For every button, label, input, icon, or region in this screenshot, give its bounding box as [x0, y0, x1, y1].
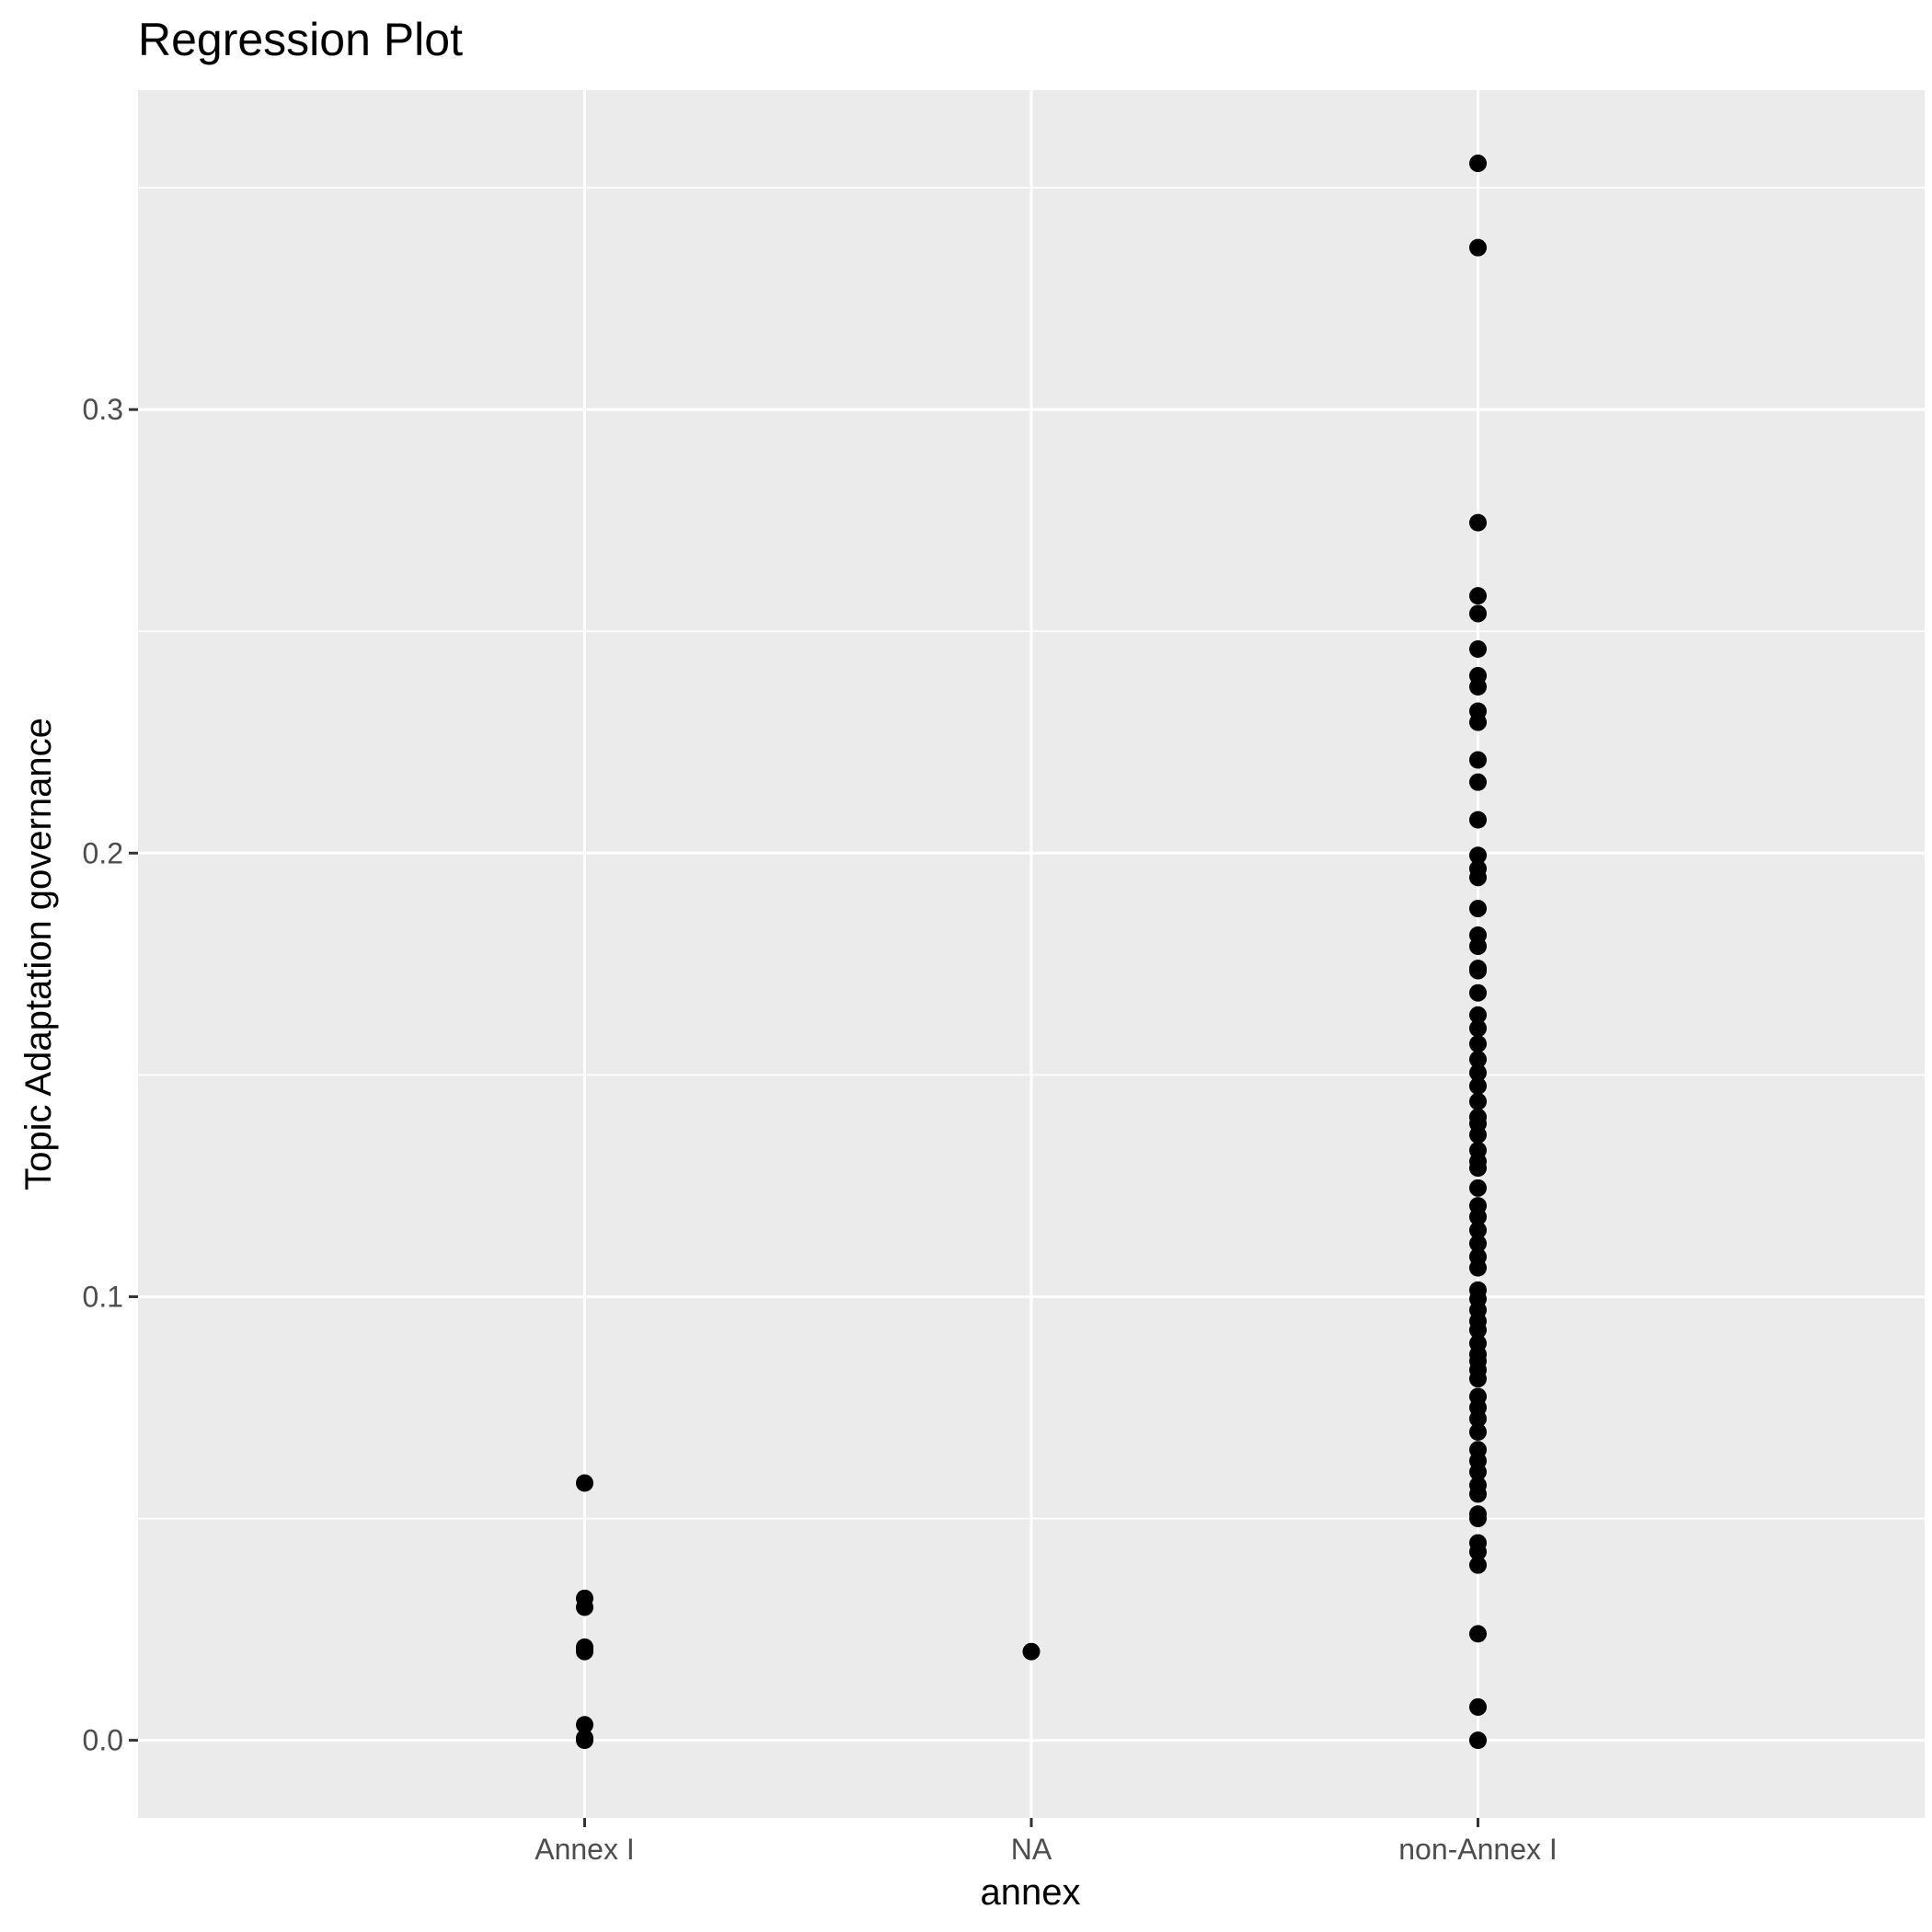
data-point [1469, 751, 1487, 769]
data-point [1469, 846, 1487, 865]
data-point [1469, 1485, 1487, 1503]
data-point [1469, 155, 1487, 173]
data-point [1469, 1510, 1487, 1528]
data-point [576, 1642, 593, 1661]
data-point [1469, 1208, 1487, 1226]
data-point [1469, 1235, 1487, 1253]
data-point [1469, 678, 1487, 696]
data-point [1469, 961, 1487, 980]
y-tick-label: 0.2 [83, 836, 123, 869]
data-point [1469, 1556, 1487, 1574]
data-point [1469, 1159, 1487, 1178]
data-point [1469, 1625, 1487, 1643]
data-point [1469, 513, 1487, 532]
data-point [1022, 1642, 1041, 1661]
data-point [1469, 1321, 1487, 1340]
data-point [1469, 1035, 1487, 1053]
data-point [1469, 1064, 1487, 1082]
data-points [576, 155, 1487, 1750]
y-tick-label: 0.3 [83, 393, 123, 426]
data-point [1469, 640, 1487, 659]
chart-title: Regression Plot [138, 14, 463, 65]
data-point [576, 1474, 593, 1492]
data-point [1469, 1051, 1487, 1069]
data-point [1469, 1543, 1487, 1561]
data-point [1469, 937, 1487, 956]
data-point [1469, 1006, 1487, 1024]
x-axis-title: annex [981, 1872, 1081, 1913]
data-point [576, 1716, 593, 1734]
y-tick-label: 0.0 [83, 1724, 123, 1757]
data-point [1469, 1092, 1487, 1110]
data-point [1469, 1076, 1487, 1095]
data-point [1469, 1697, 1487, 1716]
data-point [1469, 604, 1487, 623]
data-point [1469, 587, 1487, 605]
data-point [1469, 773, 1487, 791]
data-point [1469, 983, 1487, 1002]
data-point [1469, 713, 1487, 731]
data-point [576, 1598, 593, 1616]
data-point [1469, 1463, 1487, 1481]
x-tick-label: Annex I [535, 1833, 635, 1866]
data-point [576, 1731, 593, 1750]
x-axis: Annex I NA non-Annex I [535, 1818, 1558, 1866]
data-point [1469, 1019, 1487, 1038]
data-point [1469, 238, 1487, 257]
data-point [1469, 868, 1487, 887]
data-point [1469, 900, 1487, 918]
data-point [1469, 1423, 1487, 1442]
data-point [1469, 1409, 1487, 1428]
y-axis: 0.0 0.1 0.2 0.3 [83, 393, 138, 1757]
data-point [1469, 1370, 1487, 1388]
y-tick-label: 0.1 [83, 1280, 123, 1313]
x-tick-label: non-Annex I [1398, 1833, 1558, 1866]
data-point [1469, 1179, 1487, 1197]
data-point [1469, 1731, 1487, 1750]
data-point [1469, 1125, 1487, 1144]
data-point [1469, 1259, 1487, 1277]
x-tick-label: NA [1011, 1833, 1052, 1866]
y-axis-title: Topic Adaptation governance [18, 718, 59, 1190]
data-point [1469, 1221, 1487, 1239]
data-point [1469, 811, 1487, 829]
